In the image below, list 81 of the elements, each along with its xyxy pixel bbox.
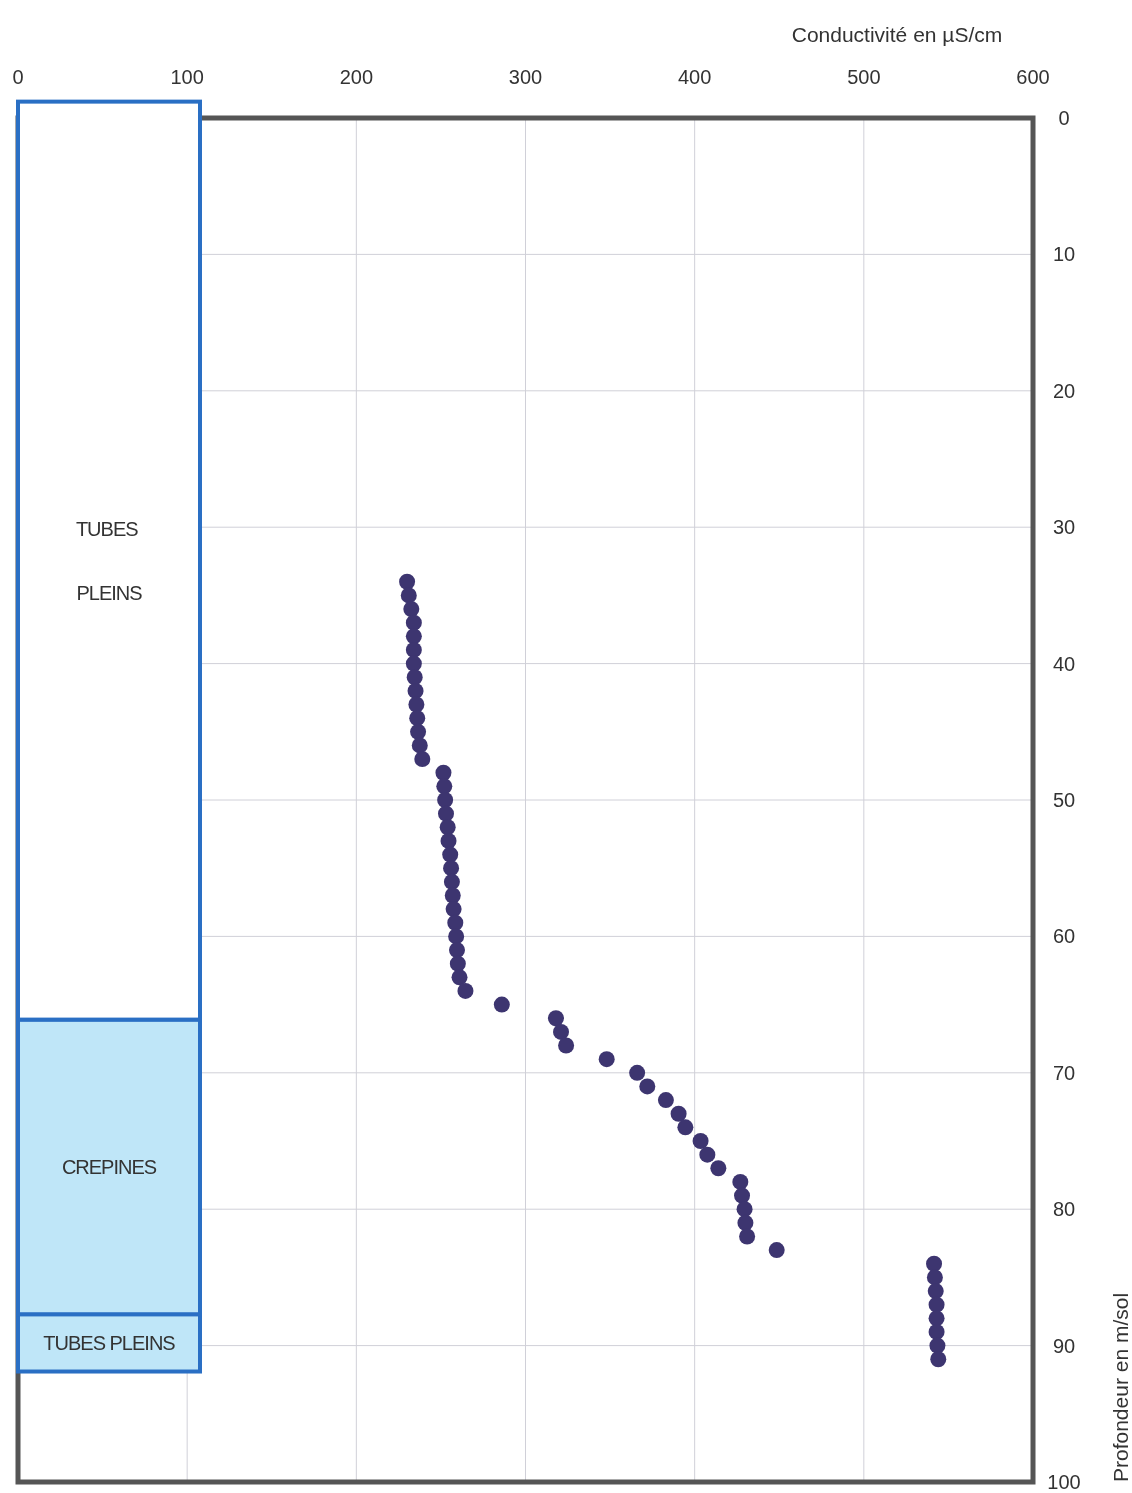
point bbox=[928, 1323, 945, 1340]
point bbox=[405, 628, 422, 645]
point bbox=[710, 1160, 727, 1177]
point bbox=[493, 996, 510, 1013]
x-tick-label: 100 bbox=[170, 66, 204, 88]
point bbox=[448, 928, 465, 945]
point bbox=[639, 1078, 656, 1095]
point bbox=[451, 969, 468, 986]
point bbox=[444, 887, 461, 904]
point bbox=[928, 1296, 945, 1313]
point bbox=[442, 846, 459, 863]
y-tick-label: 40 bbox=[1052, 652, 1076, 675]
point bbox=[436, 778, 453, 795]
point bbox=[926, 1255, 943, 1272]
x-axis-title: Conductivité en µS/cm bbox=[791, 23, 1003, 46]
x-tick-label: 200 bbox=[339, 66, 374, 88]
point bbox=[928, 1310, 945, 1327]
point bbox=[437, 805, 454, 822]
point bbox=[445, 901, 462, 918]
point bbox=[437, 792, 454, 808]
point bbox=[408, 696, 425, 713]
point bbox=[547, 1010, 564, 1027]
y-tick-label: 20 bbox=[1052, 379, 1076, 402]
point bbox=[407, 682, 424, 699]
point bbox=[768, 1242, 785, 1259]
y-tick-label: 80 bbox=[1052, 1198, 1076, 1221]
point bbox=[930, 1351, 947, 1368]
x-tick-label: 600 bbox=[1016, 66, 1050, 88]
point bbox=[692, 1133, 709, 1149]
point bbox=[410, 723, 427, 740]
point bbox=[443, 860, 460, 877]
point bbox=[598, 1051, 615, 1068]
y-tick-label: 70 bbox=[1052, 1061, 1076, 1084]
point bbox=[400, 587, 417, 604]
y-tick-label: 0 bbox=[1058, 107, 1070, 129]
y-tick-label: 90 bbox=[1052, 1334, 1076, 1357]
x-tick-label: 300 bbox=[508, 66, 543, 88]
point bbox=[657, 1092, 674, 1109]
point bbox=[558, 1037, 575, 1054]
point bbox=[448, 942, 465, 959]
point bbox=[399, 573, 416, 590]
y-tick-label: 100 bbox=[1047, 1471, 1081, 1493]
point bbox=[435, 764, 452, 781]
point bbox=[449, 955, 466, 972]
point bbox=[734, 1187, 751, 1204]
point bbox=[403, 601, 420, 618]
y-tick-label: 10 bbox=[1052, 243, 1076, 266]
point bbox=[405, 641, 422, 658]
point bbox=[677, 1119, 694, 1136]
point bbox=[405, 614, 422, 631]
x-tick-label: 500 bbox=[847, 66, 881, 88]
point bbox=[411, 737, 428, 754]
band-label: TUBES PLEINS bbox=[43, 1331, 176, 1354]
x-tick-label: 400 bbox=[677, 66, 712, 88]
text: TUBES PLEINS bbox=[75, 517, 142, 604]
point bbox=[553, 1023, 570, 1040]
point bbox=[405, 655, 422, 672]
point bbox=[447, 914, 464, 931]
x-tick-label: 0 bbox=[12, 66, 24, 88]
point bbox=[926, 1269, 943, 1286]
point bbox=[737, 1214, 754, 1231]
y-tick-label: 60 bbox=[1052, 925, 1076, 948]
point bbox=[439, 819, 456, 836]
point bbox=[927, 1283, 944, 1300]
point bbox=[699, 1146, 716, 1163]
y-axis-title: Profondeur en m/sol bbox=[1109, 1292, 1132, 1482]
point bbox=[929, 1337, 946, 1354]
point bbox=[629, 1064, 646, 1081]
point bbox=[732, 1173, 749, 1190]
point bbox=[457, 982, 474, 999]
point bbox=[440, 832, 457, 849]
point bbox=[414, 751, 431, 768]
point bbox=[670, 1105, 687, 1122]
band-label: CREPINES bbox=[61, 1155, 157, 1178]
y-tick-label: 30 bbox=[1052, 516, 1076, 539]
point bbox=[736, 1201, 753, 1218]
point bbox=[409, 710, 426, 727]
point bbox=[443, 873, 460, 890]
point bbox=[739, 1228, 756, 1245]
y-tick-label: 50 bbox=[1052, 789, 1076, 811]
point bbox=[406, 669, 423, 686]
